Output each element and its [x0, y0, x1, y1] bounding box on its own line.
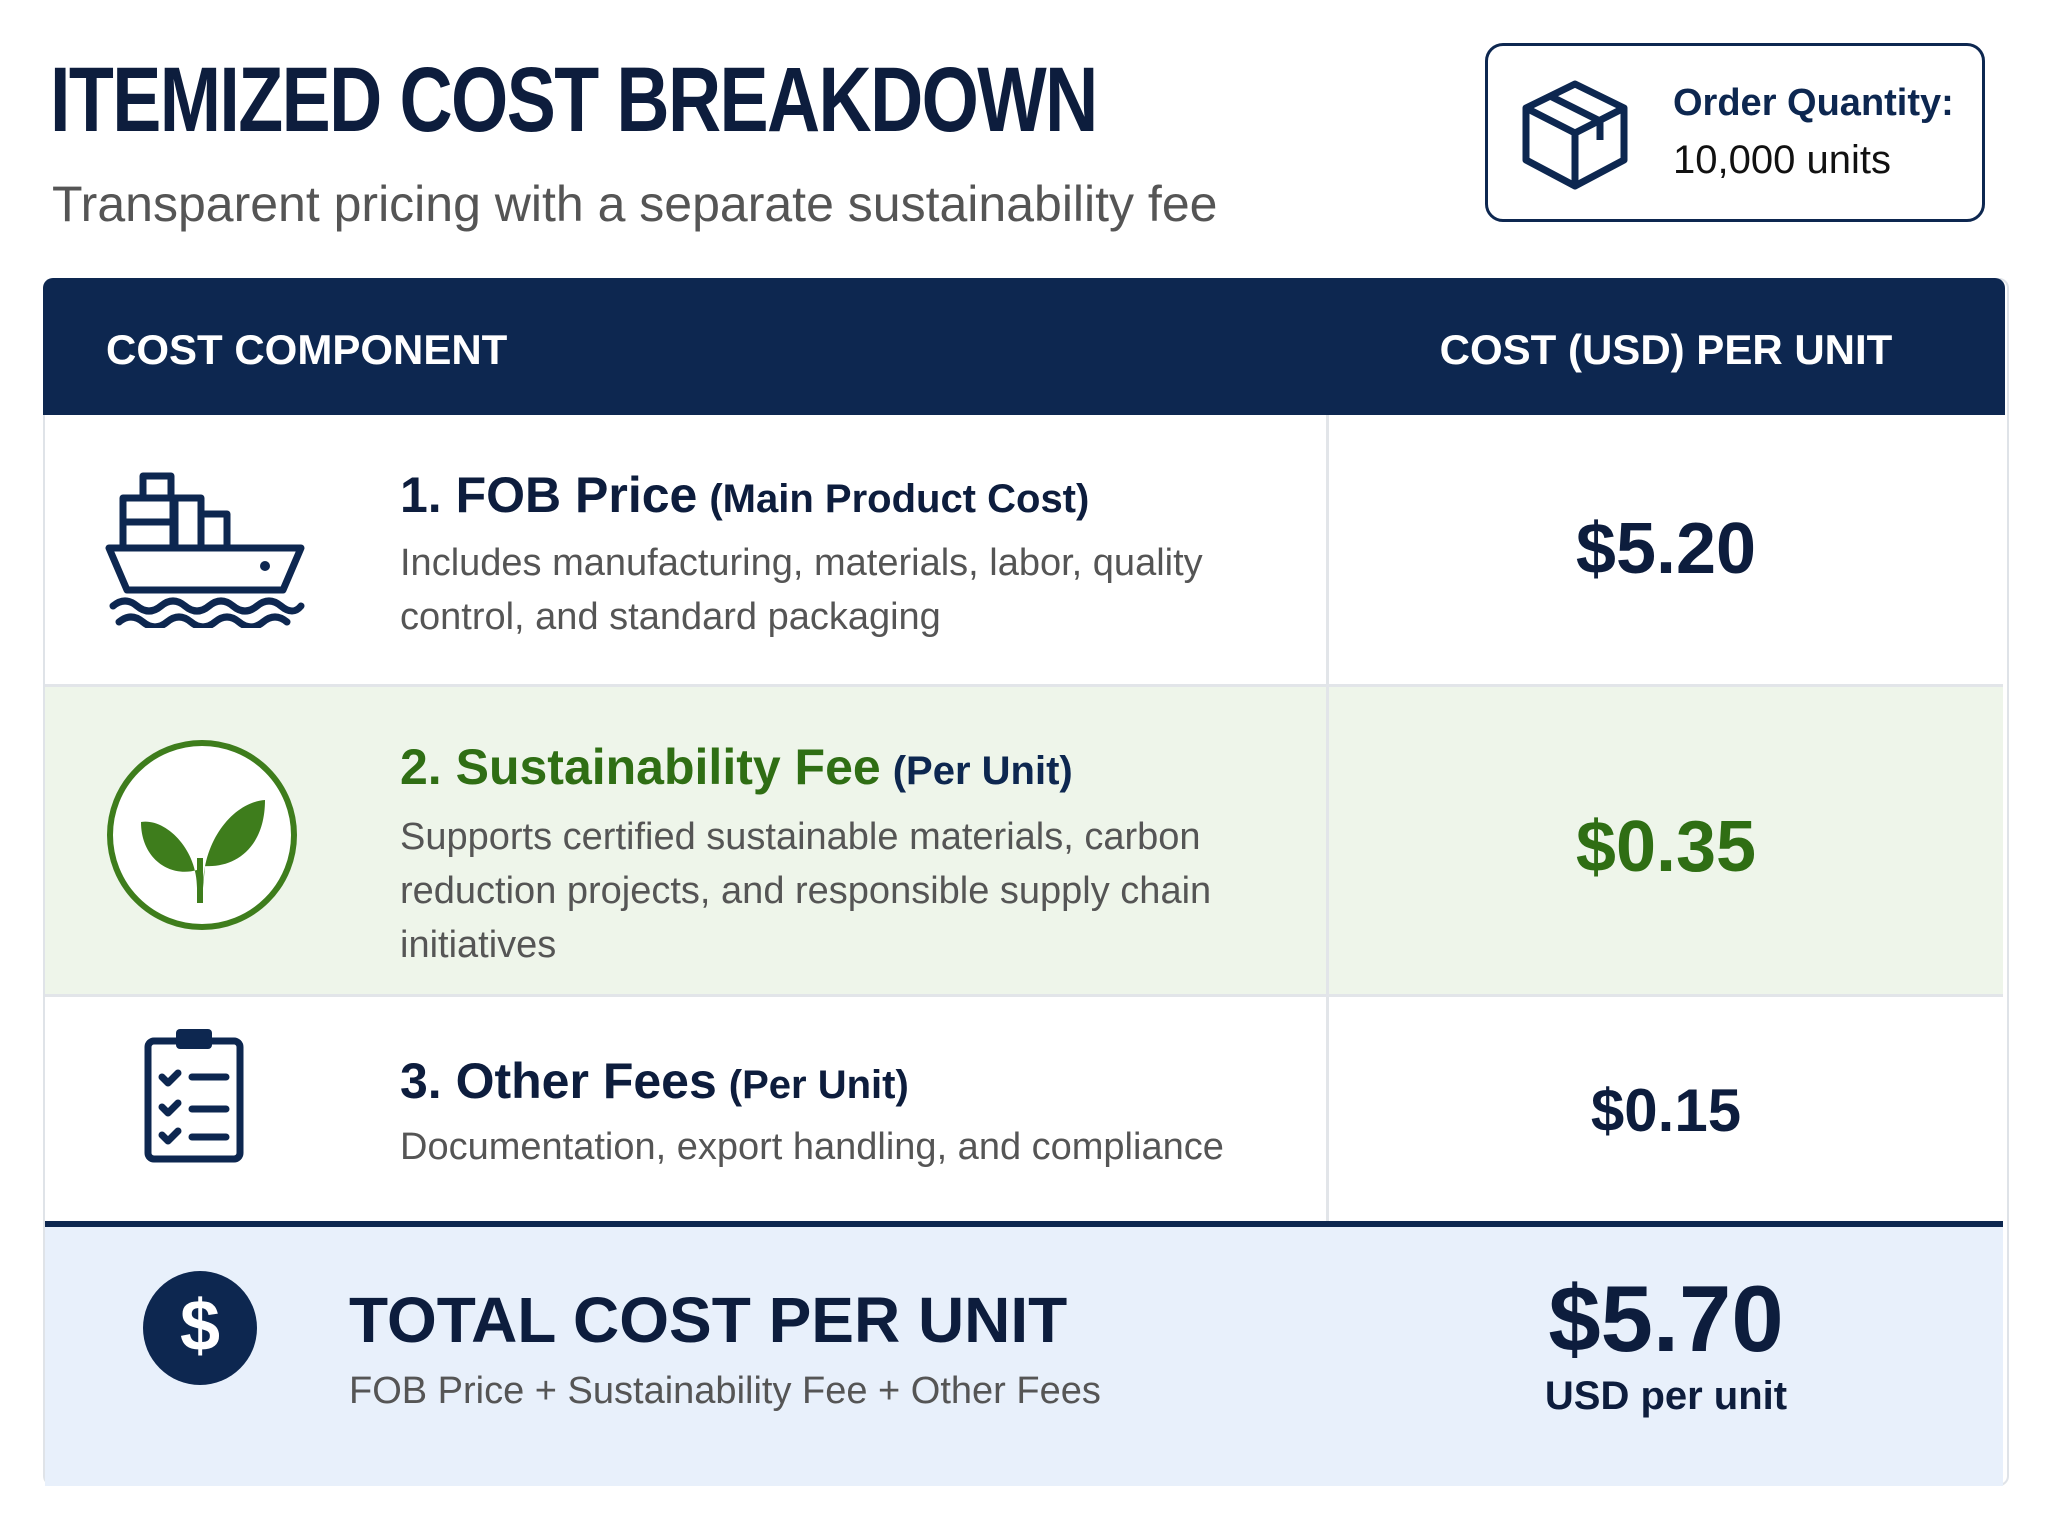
row-cost: $0.35 [1575, 807, 1757, 887]
box-icon [1522, 80, 1628, 190]
row-description: Supports certified sustainable materials… [400, 816, 1212, 966]
row-title-text: 1. FOB Price [400, 467, 698, 523]
total-formula: FOB Price + Sustainability Fee + Other F… [349, 1370, 1101, 1412]
total-row [45, 1221, 2003, 1486]
row [45, 997, 2003, 1221]
row-title: 2. Sustainability Fee (Per Unit) [400, 738, 1073, 796]
column-header: COST (USD) PER UNIT [1439, 326, 1893, 373]
row [45, 415, 2003, 687]
clipboard-icon [144, 1029, 244, 1163]
row-title-text: 2. Sustainability Fee [400, 739, 881, 795]
order-label: Order Quantity: [1673, 82, 1954, 124]
title: ITEMIZED COST BREAKDOWN [50, 49, 1098, 151]
total-unit: USD per unit [1544, 1374, 1788, 1418]
row-title: 3. Other Fees (Per Unit) [400, 1052, 909, 1110]
row-title-text: 3. Other Fees [400, 1053, 717, 1109]
row [45, 687, 2003, 997]
leaf-icon [107, 740, 297, 930]
column-header: COST COMPONENT [106, 326, 508, 373]
dollar-icon: $ [143, 1271, 257, 1385]
column-divider [1326, 415, 1329, 1221]
subtitle: Transparent pricing with a separate sust… [52, 176, 1218, 232]
ship-icon [105, 472, 305, 628]
row-description: Includes manufacturing, materials, labor… [400, 542, 1203, 638]
row-cost: $0.15 [1590, 1077, 1742, 1144]
order-value: 10,000 units [1673, 138, 1891, 182]
row-note: (Per Unit) [892, 749, 1073, 793]
row-description: Documentation, export handling, and comp… [400, 1126, 1224, 1168]
row-cost: $5.20 [1575, 509, 1757, 589]
svg-text:$: $ [180, 1286, 220, 1366]
row-title: 1. FOB Price (Main Product Cost) [400, 466, 1089, 524]
row-note: (Per Unit) [728, 1063, 909, 1107]
row-note: (Main Product Cost) [709, 477, 1090, 521]
order-box [1485, 43, 1985, 222]
table-header [43, 278, 2005, 415]
total-label: TOTAL COST PER UNIT [349, 1284, 1068, 1356]
total-value: $5.70 [1548, 1266, 1784, 1371]
